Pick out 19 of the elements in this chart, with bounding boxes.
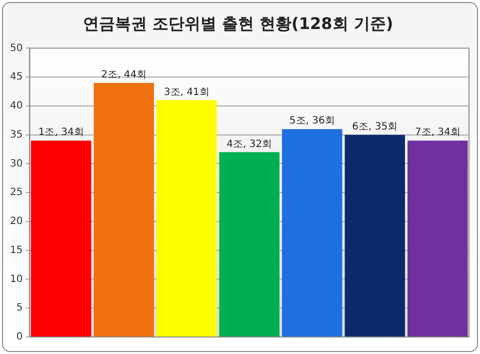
y-tick-label: 40	[10, 100, 23, 112]
y-tick-label: 30	[10, 158, 23, 170]
y-tick-label: 0	[16, 332, 23, 343]
chart-title: 연금복권 조단위별 출현 현황(128회 기준)	[82, 14, 394, 33]
y-tick-label: 5	[16, 302, 23, 314]
data-label: 3조, 41회	[164, 86, 210, 98]
data-label: 5조, 36회	[289, 116, 335, 127]
y-tick-label: 50	[10, 42, 23, 54]
data-label: 1조, 34회	[38, 127, 84, 138]
y-tick-label: 10	[10, 274, 23, 285]
y-tick-label: 45	[10, 72, 23, 83]
data-label: 4조, 32회	[226, 138, 272, 150]
y-tick-label: 20	[10, 216, 23, 228]
y-tick-label: 35	[10, 129, 23, 140]
y-tick-label: 25	[10, 187, 23, 198]
data-label: 6조, 35회	[352, 121, 398, 132]
data-label: 7조, 34회	[414, 127, 460, 138]
y-tick-label: 15	[10, 244, 23, 256]
data-label: 2조, 44회	[101, 69, 147, 80]
